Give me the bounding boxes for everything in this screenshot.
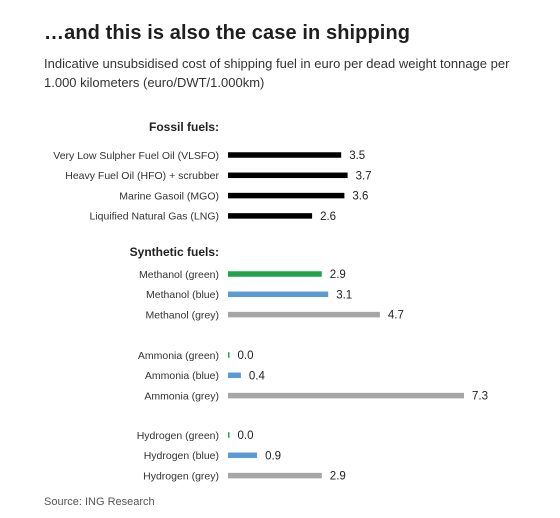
group-heading: Synthetic fuels:	[130, 245, 219, 259]
bar	[228, 352, 230, 358]
data-label: 4.7	[388, 310, 404, 322]
category-label: Ammonia (grey)	[144, 390, 219, 402]
source-note: Source: ING Research	[44, 496, 155, 508]
data-label: 3.7	[356, 170, 372, 182]
bar	[228, 392, 464, 399]
data-label: 2.9	[330, 269, 346, 281]
bar	[228, 213, 313, 219]
data-label: 3.1	[336, 289, 352, 301]
bar	[228, 311, 380, 318]
bar	[228, 192, 345, 199]
bar	[228, 372, 241, 379]
chart-title: …and this is also the case in shipping	[44, 22, 411, 44]
category-label: Marine Gasoil (MGO)	[119, 190, 219, 202]
bar	[228, 172, 348, 179]
bar	[228, 472, 322, 479]
data-label: 2.6	[320, 211, 336, 223]
data-label: 3.6	[352, 191, 368, 203]
data-label: 0.4	[249, 370, 266, 382]
category-label: Methanol (grey)	[145, 309, 219, 321]
category-label: Heavy Fuel Oil (HFO) + scrubber	[65, 170, 219, 182]
group-heading: Fossil fuels:	[149, 120, 219, 134]
category-label: Hydrogen (green)	[137, 430, 219, 442]
category-label: Hydrogen (blue)	[144, 450, 219, 462]
bar	[228, 271, 322, 277]
bar	[228, 152, 342, 158]
data-label: 3.5	[349, 150, 365, 162]
data-label: 0.0	[238, 430, 254, 442]
bar	[228, 291, 329, 298]
category-label: Methanol (green)	[139, 269, 219, 281]
chart-subtitle: Indicative unsubsidised cost of shipping…	[44, 56, 510, 90]
category-label: Methanol (blue)	[146, 289, 219, 301]
data-label: 7.3	[472, 391, 488, 403]
category-label: Ammonia (green)	[138, 350, 219, 362]
category-label: Hydrogen (grey)	[143, 470, 219, 482]
category-label: Liquified Natural Gas (LNG)	[89, 211, 219, 223]
data-label: 2.9	[330, 471, 346, 483]
category-label: Ammonia (blue)	[145, 370, 219, 382]
category-label: Very Low Sulpher Fuel Oil (VLSFO)	[53, 150, 219, 162]
data-label: 0.9	[265, 450, 281, 462]
bar	[228, 432, 230, 438]
bar	[228, 452, 258, 459]
data-label: 0.0	[238, 350, 254, 362]
